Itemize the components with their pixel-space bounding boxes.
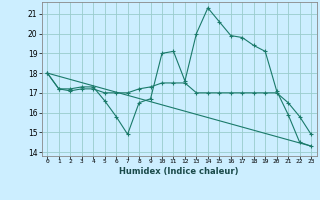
X-axis label: Humidex (Indice chaleur): Humidex (Indice chaleur) xyxy=(119,167,239,176)
